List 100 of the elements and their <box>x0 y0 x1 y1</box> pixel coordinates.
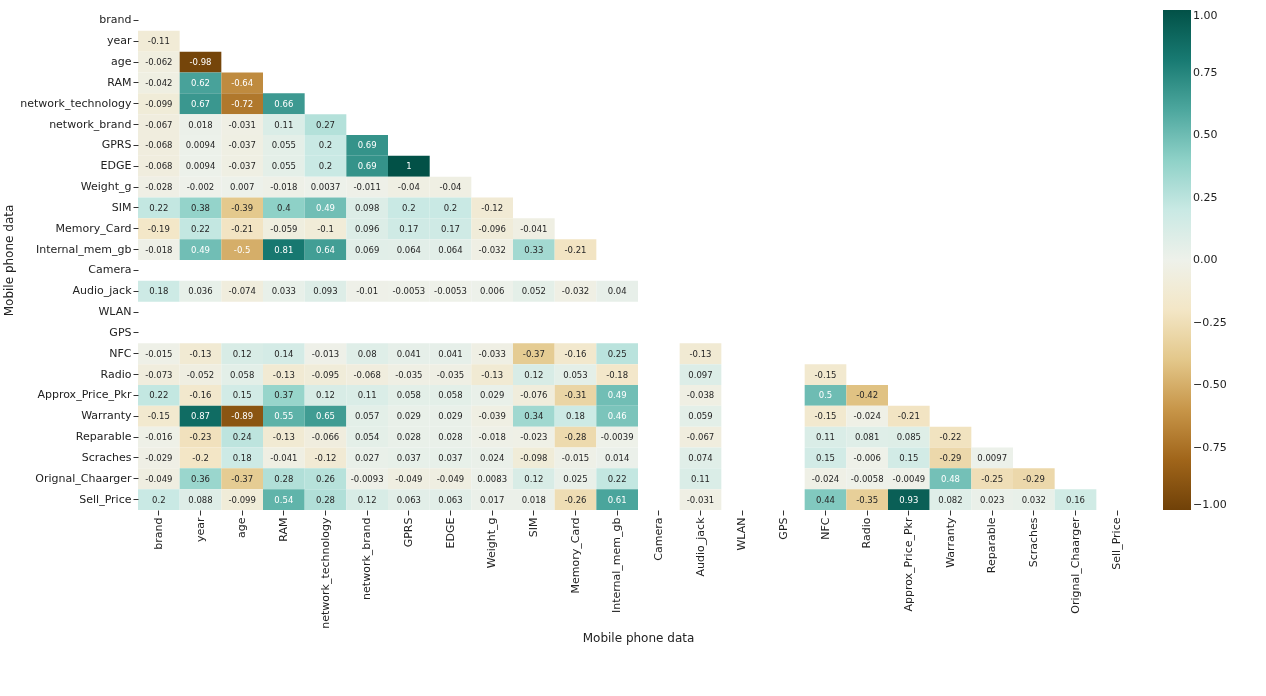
data-label: 0.67 <box>191 98 210 109</box>
data-label: 0.059 <box>688 411 713 422</box>
data-label: 0.4 <box>277 202 291 213</box>
data-label: -0.016 <box>145 432 173 443</box>
data-label: -0.19 <box>147 223 170 234</box>
data-label: 0.063 <box>396 494 422 505</box>
data-label: -0.13 <box>689 348 712 359</box>
y-tick-label: Weight_g <box>80 180 132 194</box>
data-label: -0.068 <box>353 369 381 380</box>
data-label: 0.69 <box>357 140 377 151</box>
data-label: 0.26 <box>316 473 335 484</box>
data-label: -0.04 <box>439 182 462 193</box>
data-label: -0.062 <box>145 57 173 68</box>
data-label: 0.37 <box>274 390 294 401</box>
data-label: -0.16 <box>189 390 212 401</box>
data-label: -0.011 <box>353 182 381 193</box>
data-label: 0.088 <box>188 494 213 505</box>
data-label: -0.018 <box>145 244 173 255</box>
data-label: 0.12 <box>316 390 335 401</box>
data-label: 0.62 <box>191 77 210 88</box>
data-label: 0.032 <box>1021 494 1047 505</box>
data-label: -0.015 <box>145 348 173 359</box>
x-tick-label: Sell_Price <box>1110 517 1124 570</box>
data-label: 0.12 <box>357 494 377 505</box>
data-label: -0.049 <box>145 473 173 484</box>
data-label: 0.093 <box>313 286 338 297</box>
color-bar-label: 0.25 <box>1193 190 1218 204</box>
data-label: 0.16 <box>1066 494 1085 505</box>
x-tick-label: network_technology <box>318 517 332 629</box>
y-tick-label: Audio_jack <box>72 284 133 298</box>
data-label: -0.032 <box>478 244 506 255</box>
y-tick-label: Memory_Card <box>55 221 132 235</box>
data-label: 0.033 <box>271 286 297 297</box>
data-label: -0.13 <box>189 348 212 359</box>
data-label: -0.035 <box>436 369 465 380</box>
data-label: 0.025 <box>563 473 588 484</box>
data-label: 0.029 <box>396 411 422 422</box>
data-label: -0.22 <box>939 432 962 443</box>
data-label: 0.006 <box>479 286 505 297</box>
data-label: -0.64 <box>231 77 254 88</box>
data-label: 0.38 <box>191 202 210 213</box>
data-label: 0.11 <box>816 432 835 443</box>
data-label: 0.49 <box>607 390 627 401</box>
data-label: 0.069 <box>354 244 380 255</box>
data-label: -0.0058 <box>850 473 884 484</box>
data-label: 0.65 <box>316 411 335 422</box>
data-label: -0.028 <box>145 182 173 193</box>
data-label: 0.096 <box>354 223 380 234</box>
data-label: -0.28 <box>564 432 587 443</box>
y-tick-label: Approx_Price_Pkr <box>37 388 132 402</box>
data-label: 0.15 <box>816 452 835 463</box>
x-tick-label: RAM <box>276 517 290 542</box>
data-label: 0.2 <box>318 140 333 151</box>
data-label: -0.098 <box>520 452 548 463</box>
data-label: 0.063 <box>438 494 463 505</box>
x-tick-label: WLAN <box>735 517 749 551</box>
data-label: 0.48 <box>941 473 960 484</box>
data-label: -0.031 <box>686 494 715 505</box>
x-tick-label: brand <box>151 517 165 550</box>
data-label: 0.33 <box>524 244 544 255</box>
data-label: -0.72 <box>231 98 254 109</box>
data-label: 0.64 <box>316 244 335 255</box>
data-label: -0.067 <box>145 119 173 130</box>
data-label: -0.023 <box>520 432 548 443</box>
data-label: -0.006 <box>853 452 881 463</box>
y-tick-label: age <box>111 55 132 69</box>
data-label: 0.0037 <box>310 182 341 193</box>
data-label: 0.024 <box>479 452 505 463</box>
data-label: 0.055 <box>271 161 297 172</box>
x-tick-label: Reparable <box>985 517 999 574</box>
x-tick-label: network_brand <box>360 517 374 600</box>
x-tick-label: Approx_Price_Pkr <box>901 517 915 612</box>
color-bar-label: 0.00 <box>1193 253 1218 266</box>
data-label: 0.5 <box>818 390 833 401</box>
data-label: -0.89 <box>231 411 254 422</box>
data-label: -0.095 <box>311 369 340 380</box>
data-label: 0.17 <box>399 223 419 234</box>
data-label: -0.073 <box>145 369 173 380</box>
data-label: 0.12 <box>232 348 252 359</box>
data-label: 0.28 <box>316 494 335 505</box>
data-label: 0.082 <box>938 494 963 505</box>
data-label: 0.0094 <box>185 161 216 172</box>
data-label: 0.018 <box>188 119 213 130</box>
data-label: 0.2 <box>443 202 458 213</box>
data-label: -0.031 <box>228 119 256 130</box>
y-tick-label: Radio <box>100 367 132 381</box>
data-label: -0.029 <box>145 452 173 463</box>
data-label: 0.18 <box>232 452 252 463</box>
data-label: 0.041 <box>438 348 463 359</box>
data-label: -0.066 <box>311 432 340 443</box>
data-label: -0.041 <box>520 223 548 234</box>
data-label: 0.25 <box>607 348 627 359</box>
x-tick-label: Weight_g <box>485 517 499 569</box>
data-label: 0.057 <box>354 411 380 422</box>
data-label: 0.18 <box>566 411 585 422</box>
data-label: 0.34 <box>524 411 544 422</box>
data-label: -0.39 <box>231 202 254 213</box>
data-label: 0.052 <box>521 286 547 297</box>
data-label: 0.15 <box>899 452 919 463</box>
x-tick-label: NFC <box>818 517 832 540</box>
